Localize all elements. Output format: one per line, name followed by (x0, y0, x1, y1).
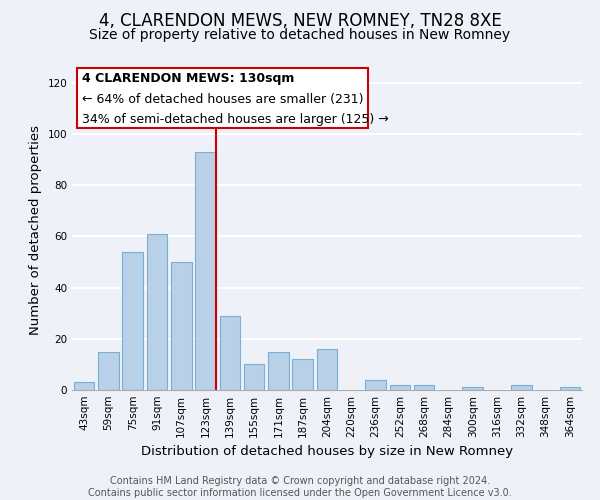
Bar (511, 385, 532, 390)
Bar (463, 388, 483, 390)
Text: ← 64% of detached houses are smaller (231): ← 64% of detached houses are smaller (23… (82, 94, 364, 106)
FancyBboxPatch shape (77, 68, 368, 128)
Bar (268, 352, 289, 390)
Bar (171, 262, 191, 390)
Bar (220, 316, 240, 390)
X-axis label: Distribution of detached houses by size in New Romney: Distribution of detached houses by size … (141, 446, 513, 458)
Bar (414, 385, 434, 390)
Bar (146, 234, 167, 390)
Y-axis label: Number of detached properties: Number of detached properties (29, 125, 42, 335)
Bar (98, 352, 119, 390)
Text: 34% of semi-detached houses are larger (125) →: 34% of semi-detached houses are larger (… (82, 113, 389, 126)
Text: Size of property relative to detached houses in New Romney: Size of property relative to detached ho… (89, 28, 511, 42)
Bar (389, 385, 410, 390)
Bar (365, 380, 386, 390)
Bar (292, 360, 313, 390)
Bar (317, 349, 337, 390)
Text: Contains HM Land Registry data © Crown copyright and database right 2024.
Contai: Contains HM Land Registry data © Crown c… (88, 476, 512, 498)
Bar (74, 382, 94, 390)
Bar (122, 252, 143, 390)
Bar (195, 152, 216, 390)
Text: 4, CLARENDON MEWS, NEW ROMNEY, TN28 8XE: 4, CLARENDON MEWS, NEW ROMNEY, TN28 8XE (98, 12, 502, 30)
Bar (560, 388, 580, 390)
Bar (244, 364, 265, 390)
Text: 4 CLARENDON MEWS: 130sqm: 4 CLARENDON MEWS: 130sqm (82, 72, 295, 85)
